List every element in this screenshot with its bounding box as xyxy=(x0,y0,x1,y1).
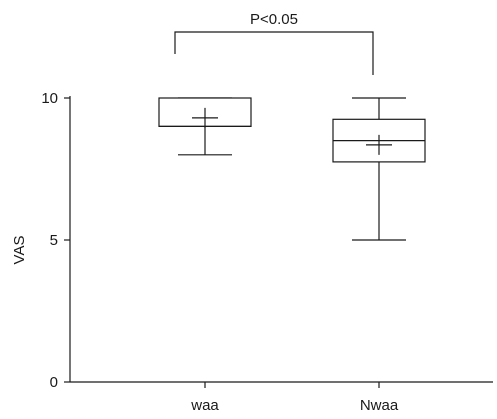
significance-annotation: P<0.05 xyxy=(174,11,374,75)
axes: 0 5 10 waa Nwaa xyxy=(41,90,493,414)
y-tick-label: 0 xyxy=(50,374,58,391)
significance-bracket xyxy=(174,31,374,75)
y-axis-title: VAS xyxy=(11,236,28,265)
p-value-label: P<0.05 xyxy=(250,11,298,28)
box-group-waa xyxy=(158,97,252,156)
x-tick-label: Nwaa xyxy=(360,397,399,414)
y-tick-label: 10 xyxy=(41,90,58,107)
box-series xyxy=(158,97,426,241)
box-group-nwaa xyxy=(332,97,426,241)
x-tick-label: waa xyxy=(190,397,219,414)
y-tick-label: 5 xyxy=(50,232,58,249)
